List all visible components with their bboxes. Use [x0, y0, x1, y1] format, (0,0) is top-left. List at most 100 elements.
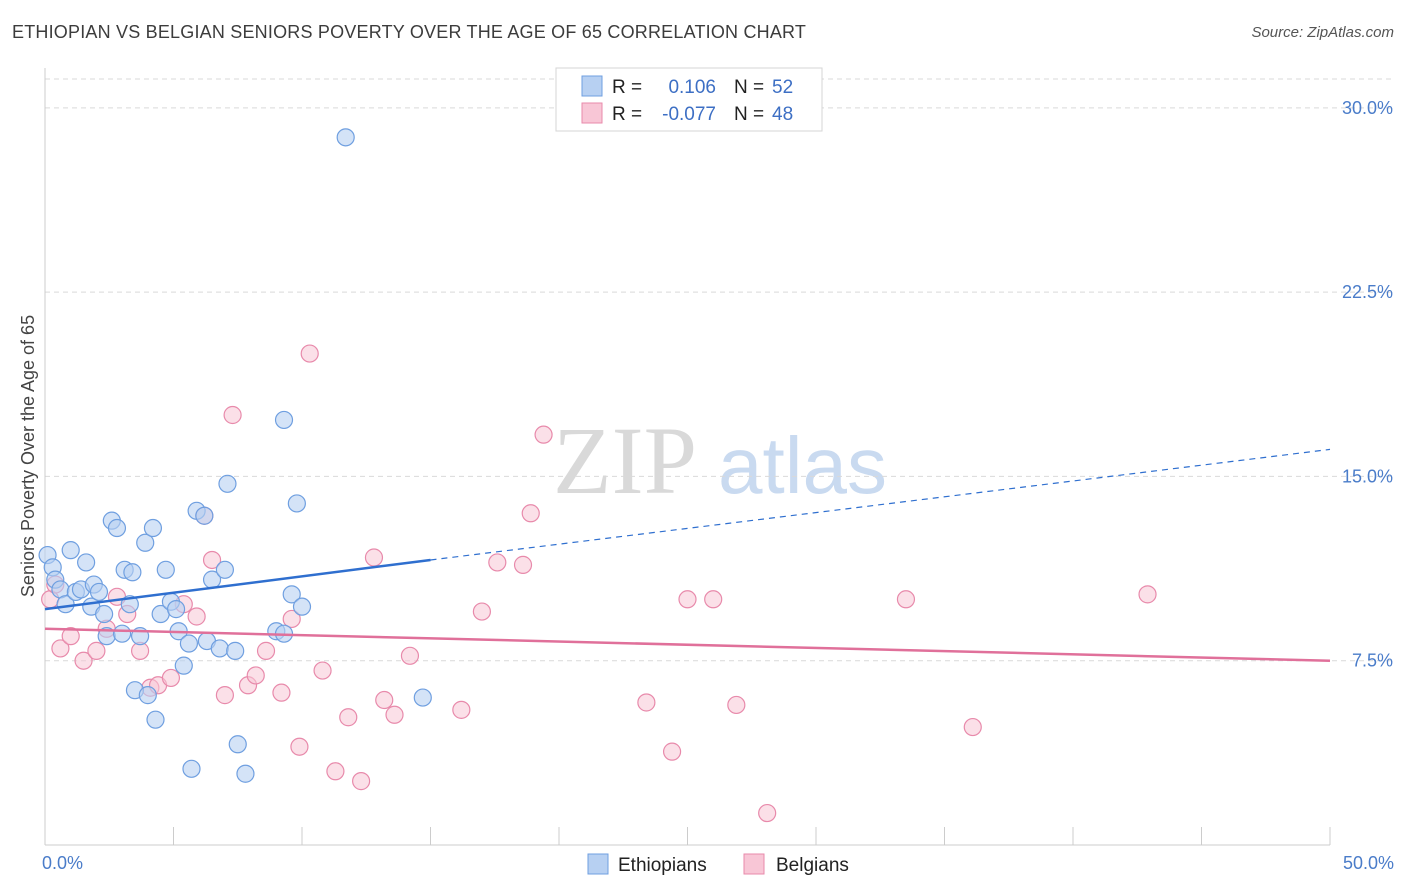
belgians-point-36 — [488, 553, 507, 572]
bottom-legend-swatch-belgians — [743, 853, 765, 875]
belgians-point-23 — [282, 609, 301, 629]
ethiopians-point-19 — [123, 563, 142, 582]
ethiopians-point-31 — [174, 656, 193, 675]
belgians-point-28 — [339, 708, 358, 727]
ethiopians-point-33 — [182, 759, 201, 778]
ethiopians-point-47 — [282, 585, 301, 604]
belgians-points — [41, 344, 1157, 823]
belgians-point-44 — [727, 695, 746, 715]
belgians-point-21 — [256, 641, 276, 660]
belgians-point-33 — [400, 646, 420, 665]
belgians-point-20 — [246, 666, 265, 685]
belgians-point-34 — [452, 700, 471, 719]
ethiopians-point-38 — [210, 639, 229, 658]
belgians-point-48 — [1138, 585, 1157, 604]
y-tick-label-0: 7.5% — [1352, 651, 1393, 671]
x-ticks — [44, 827, 1331, 845]
belgians-point-25 — [300, 344, 319, 363]
ethiopians-point-5 — [61, 541, 80, 560]
belgians-point-42 — [678, 590, 697, 609]
y-tick-label-3: 30.0% — [1342, 98, 1393, 118]
ethiopians-point-29 — [166, 600, 186, 619]
belgians-point-31 — [375, 690, 394, 710]
ethiopians-point-51 — [292, 597, 312, 616]
ethiopians-points — [38, 128, 432, 783]
watermark: ZIP atlas — [553, 407, 887, 514]
legend-swatch-belgians — [581, 102, 603, 124]
ethiopians-point-46 — [274, 410, 294, 430]
belgians-point-38 — [521, 504, 540, 523]
trend-lines — [44, 448, 1331, 662]
belgians-point-14 — [187, 607, 206, 626]
ethiopians-point-48 — [287, 494, 306, 513]
ethiopians-point-25 — [146, 710, 165, 729]
ethiopians-point-40 — [218, 474, 237, 493]
belgians-point-35 — [472, 602, 491, 621]
belgians-point-24 — [290, 737, 309, 756]
ethiopians-point-39 — [215, 560, 234, 579]
legend-n-label-1: N = — [734, 77, 764, 98]
ethiopians-point-50 — [413, 688, 432, 707]
ethiopians-point-35 — [195, 506, 214, 525]
x-tick-label-min: 0.0% — [42, 853, 83, 873]
ethiopians-point-43 — [236, 764, 255, 783]
bottom-legend-ethiopians: Ethiopians — [618, 855, 707, 876]
ethiopians-point-12 — [95, 604, 114, 624]
ethiopians-point-16 — [112, 624, 132, 643]
legend-n-value-2: 48 — [772, 104, 793, 125]
ethiopians-point-32 — [179, 634, 199, 653]
chart-title: ETHIOPIAN VS BELGIAN SENIORS POVERTY OVE… — [12, 22, 807, 42]
ethiopians-point-11 — [89, 582, 109, 602]
belgians-point-5 — [87, 641, 106, 660]
belgians-point-40 — [637, 693, 656, 712]
ethiopians-point-22 — [136, 533, 155, 552]
belgians-point-37 — [513, 555, 533, 574]
legend-n-label-2: N = — [734, 104, 764, 125]
x-tick-label-max: 50.0% — [1343, 853, 1394, 873]
legend-box: R = 0.106 N = 52 R = -0.077 N = 48 — [555, 67, 823, 132]
ethiopians-trend-extension — [430, 448, 1331, 561]
belgians-point-32 — [385, 705, 404, 724]
belgians-point-26 — [313, 661, 332, 680]
gridlines — [45, 78, 1392, 662]
ethiopians-point-49 — [336, 128, 355, 147]
belgians-point-22 — [272, 683, 291, 702]
ethiopians-point-42 — [228, 735, 247, 754]
ethiopians-trend-line — [44, 558, 431, 611]
watermark-zip: ZIP — [553, 407, 697, 514]
ethiopians-point-8 — [77, 553, 96, 572]
y-tick-label-2: 22.5% — [1342, 282, 1393, 302]
belgians-point-43 — [704, 590, 723, 609]
ethiopians-point-41 — [226, 641, 245, 660]
watermark-atlas: atlas — [718, 421, 887, 510]
belgians-point-45 — [758, 803, 777, 823]
source-credit: Source: ZipAtlas.com — [1251, 24, 1394, 41]
ethiopians-point-23 — [138, 686, 157, 705]
belgians-point-17 — [215, 686, 234, 705]
legend-r-label-1: R = — [612, 77, 642, 98]
legend-n-value-1: 52 — [772, 77, 793, 98]
belgians-point-46 — [896, 590, 916, 609]
ethiopians-point-24 — [143, 518, 163, 538]
belgians-point-12 — [161, 668, 181, 688]
belgians-point-30 — [364, 548, 384, 567]
belgians-point-41 — [662, 742, 682, 761]
ethiopians-point-15 — [107, 518, 127, 538]
bottom-legend-swatch-ethiopians — [587, 853, 609, 875]
belgians-point-3 — [61, 627, 80, 646]
legend-swatch-ethiopians — [581, 75, 603, 97]
belgians-point-2 — [51, 639, 70, 658]
belgians-point-16 — [202, 550, 222, 570]
legend-r-value-1: 0.106 — [668, 77, 716, 98]
y-tick-label-1: 15.0% — [1342, 466, 1393, 486]
legend-r-label-2: R = — [612, 104, 642, 125]
belgians-point-47 — [963, 717, 982, 737]
belgians-point-27 — [326, 762, 345, 781]
belgians-trend-line — [44, 627, 1331, 662]
belgians-point-39 — [534, 425, 553, 444]
y-tick-labels: 7.5% 15.0% 22.5% 30.0% — [1342, 98, 1393, 671]
legend-r-value-2: -0.077 — [662, 104, 716, 125]
belgians-point-29 — [352, 772, 371, 791]
belgians-point-18 — [223, 405, 242, 425]
